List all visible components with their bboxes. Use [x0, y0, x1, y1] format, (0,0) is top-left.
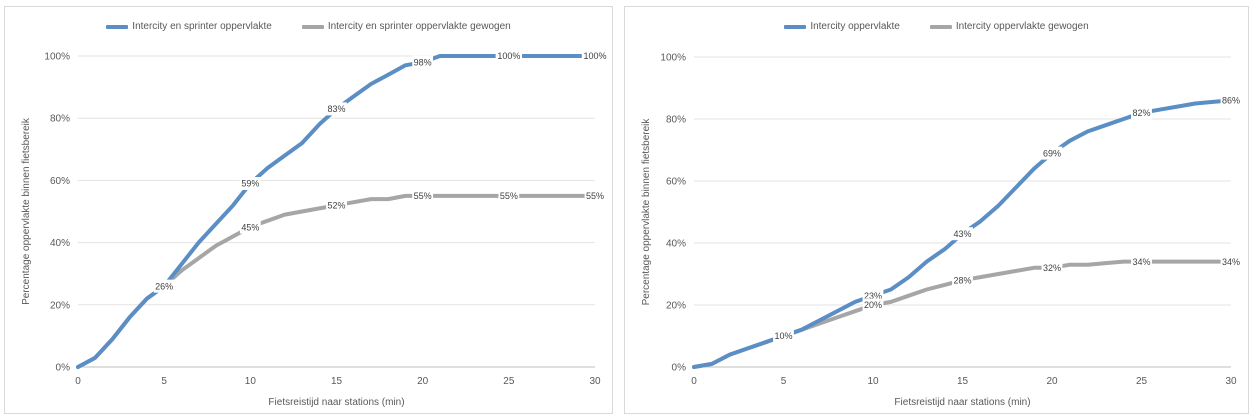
- data-label: 59%: [241, 179, 259, 189]
- x-tick-label: 15: [331, 376, 343, 387]
- y-tick-label: 80%: [666, 115, 686, 126]
- legend-item: Intercity en sprinter oppervlakte gewoge…: [301, 21, 511, 32]
- data-label: 26%: [155, 281, 173, 291]
- chart-legend: Intercity oppervlakte Intercity oppervla…: [625, 21, 1248, 32]
- y-tick-label: 0%: [56, 363, 71, 374]
- y-tick-label: 100%: [660, 53, 686, 64]
- x-tick-label: 10: [867, 376, 879, 387]
- x-tick-label: 15: [957, 376, 969, 387]
- data-label: 28%: [953, 275, 971, 285]
- data-label-background: [326, 102, 347, 116]
- data-label-background: [581, 49, 609, 63]
- data-label: 52%: [327, 200, 345, 210]
- data-label: 100%: [583, 51, 606, 61]
- y-tick-label: 20%: [666, 301, 686, 312]
- x-tick-label: 25: [1136, 376, 1148, 387]
- data-label: 32%: [1043, 263, 1061, 273]
- y-tick-label: 20%: [50, 300, 70, 311]
- y-tick-label: 40%: [666, 239, 686, 250]
- data-label-background: [952, 273, 973, 287]
- data-label-background: [1220, 93, 1242, 107]
- data-label-background: [153, 279, 175, 293]
- data-label-background: [239, 177, 261, 191]
- legend-swatch-gray: [929, 24, 952, 29]
- chart-panel-left: Intercity en sprinter oppervlakte Interc…: [4, 6, 613, 414]
- y-tick-label: 100%: [44, 52, 70, 63]
- data-label: 34%: [1222, 257, 1240, 267]
- data-label-background: [326, 198, 347, 212]
- y-tick-label: 80%: [50, 114, 70, 125]
- data-label: 83%: [327, 104, 345, 114]
- chart-legend: Intercity en sprinter oppervlakte Interc…: [5, 21, 612, 32]
- data-label-background: [412, 189, 434, 203]
- data-label-background: [773, 329, 794, 343]
- y-tick-label: 60%: [666, 177, 686, 188]
- x-tick-label: 10: [245, 376, 257, 387]
- legend-item: Intercity oppervlakte: [784, 21, 900, 32]
- x-axis-title: Fietsreistijd naar stations (min): [268, 397, 404, 408]
- data-label-background: [239, 220, 261, 234]
- data-label: 55%: [414, 191, 432, 201]
- data-label: 82%: [1132, 108, 1150, 118]
- legend-item: Intercity oppervlakte gewogen: [929, 21, 1089, 32]
- legend-label: Intercity oppervlakte gewogen: [955, 21, 1089, 32]
- legend-label: Intercity en sprinter oppervlakte: [132, 21, 272, 32]
- x-tick-label: 30: [1225, 376, 1237, 387]
- y-tick-label: 60%: [50, 176, 70, 187]
- data-label: 69%: [1043, 148, 1061, 158]
- data-label-background: [412, 55, 434, 69]
- data-label-background: [1220, 255, 1242, 269]
- x-tick-label: 0: [691, 376, 697, 387]
- data-label: 43%: [953, 229, 971, 239]
- x-tick-label: 20: [1046, 376, 1058, 387]
- legend-swatch-blue: [784, 24, 807, 29]
- line-chart-right: 0% 20% 40% 60% 80% 100% 0 5 10 15 20 25 30 Fietsreist…: [641, 53, 1242, 408]
- legend-swatch-gray: [301, 24, 324, 29]
- data-label-background: [495, 49, 523, 63]
- y-axis-title: Percentage oppervlakte binnen fietsberei…: [641, 118, 652, 306]
- y-axis-title: Percentage oppervlakte binnen fietsberei…: [21, 117, 32, 305]
- data-label: 10%: [774, 331, 792, 341]
- x-tick-label: 5: [781, 376, 787, 387]
- data-label-background: [1131, 106, 1152, 120]
- data-label: 20%: [864, 300, 882, 310]
- data-label: 86%: [1222, 96, 1240, 106]
- line-chart-left: 0% 20% 40% 60% 80% 100% 0 5 10 15 20 25 30 Fietsreist…: [21, 49, 609, 408]
- data-label: 55%: [586, 191, 604, 201]
- x-tick-label: 0: [75, 376, 81, 387]
- legend-label: Intercity en sprinter oppervlakte gewoge…: [327, 21, 511, 32]
- x-tick-label: 25: [503, 376, 515, 387]
- x-tick-label: 20: [417, 376, 429, 387]
- x-axis-title: Fietsreistijd naar stations (min): [894, 397, 1030, 408]
- x-tick-label: 30: [589, 376, 601, 387]
- data-label: 23%: [864, 291, 882, 301]
- legend-label: Intercity oppervlakte: [810, 21, 900, 32]
- data-label: 34%: [1132, 257, 1150, 267]
- data-label: 45%: [241, 222, 259, 232]
- data-label-background: [862, 298, 884, 312]
- chart-panel-right: Intercity oppervlakte Intercity oppervla…: [624, 6, 1249, 414]
- data-label-background: [1131, 255, 1152, 269]
- data-label-background: [584, 189, 606, 203]
- data-label-background: [498, 189, 520, 203]
- data-label: 98%: [414, 57, 432, 67]
- x-tick-label: 5: [161, 376, 167, 387]
- data-label-background: [1041, 146, 1063, 160]
- data-label: 100%: [497, 51, 520, 61]
- data-label-background: [952, 227, 973, 241]
- y-tick-label: 0%: [672, 363, 687, 374]
- data-label-background: [1041, 261, 1063, 275]
- legend-swatch-blue: [106, 24, 129, 29]
- legend-item: Intercity en sprinter oppervlakte: [106, 21, 272, 32]
- data-label: 55%: [500, 191, 518, 201]
- y-tick-label: 40%: [50, 238, 70, 249]
